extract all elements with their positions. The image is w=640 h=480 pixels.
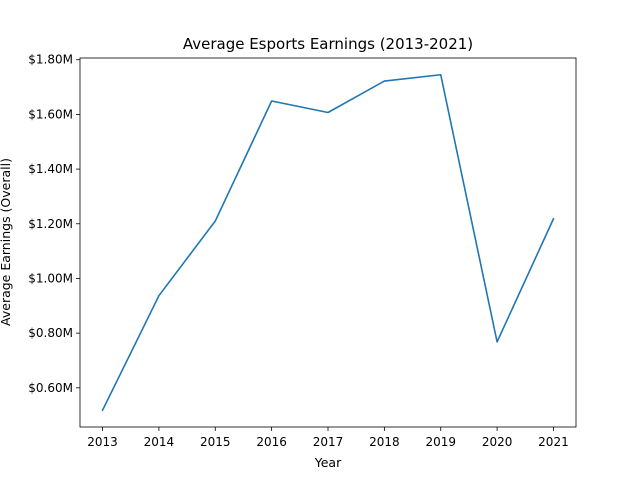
chart-title: Average Esports Earnings (2013-2021) <box>183 35 473 53</box>
y-axis: $0.60M $0.80M $1.00M $1.20M $1.40M $1.60M $1.8… <box>28 53 80 395</box>
y-tick-label: $1.00M <box>28 271 73 285</box>
x-tick-label: 2020 <box>482 435 513 449</box>
x-axis: 2013 2014 2015 2016 2017 2018 2019 2020 2021 <box>87 427 569 449</box>
data-point <box>215 221 216 222</box>
y-tick-label: $0.60M <box>28 381 73 395</box>
data-point <box>102 410 103 411</box>
plot-area <box>79 57 577 428</box>
y-tick-label: $1.80M <box>28 53 73 67</box>
x-axis-label: Year <box>314 455 342 470</box>
data-point <box>497 341 498 342</box>
data-point <box>158 295 159 296</box>
x-tick-label: 2018 <box>369 435 400 449</box>
x-tick-label: 2016 <box>256 435 287 449</box>
x-tick-label: 2019 <box>425 435 456 449</box>
y-tick-label: $1.60M <box>28 107 73 121</box>
series-line <box>101 73 555 412</box>
data-point <box>384 81 385 82</box>
y-axis-label: Average Earnings (Overall) <box>0 158 13 326</box>
data-point <box>553 218 554 219</box>
x-tick-label: 2015 <box>200 435 231 449</box>
data-point <box>440 74 441 75</box>
x-tick-label: 2021 <box>538 435 569 449</box>
x-tick-label: 2017 <box>313 435 344 449</box>
y-tick-label: $1.20M <box>28 217 73 231</box>
series-group <box>101 73 555 412</box>
x-tick-label: 2013 <box>87 435 118 449</box>
data-point <box>328 112 329 113</box>
y-tick-label: $1.40M <box>28 162 73 176</box>
y-tick-label: $0.80M <box>28 326 73 340</box>
data-point <box>271 101 272 102</box>
x-tick-label: 2014 <box>144 435 175 449</box>
